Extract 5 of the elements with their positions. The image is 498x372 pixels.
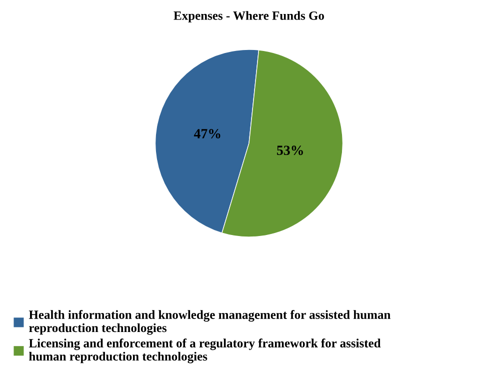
legend-label: Health information and knowledge management for assisted human reproduction technologies: [28, 310, 390, 335]
chart-title: Expenses - Where Funds Go: [174, 11, 324, 22]
data-label: 47%: [194, 128, 220, 138]
legend-label: Licensing and enforcement of a regulatory framework for assisted human reproduction technologies: [28, 338, 381, 364]
data-label: 53%: [277, 146, 303, 156]
